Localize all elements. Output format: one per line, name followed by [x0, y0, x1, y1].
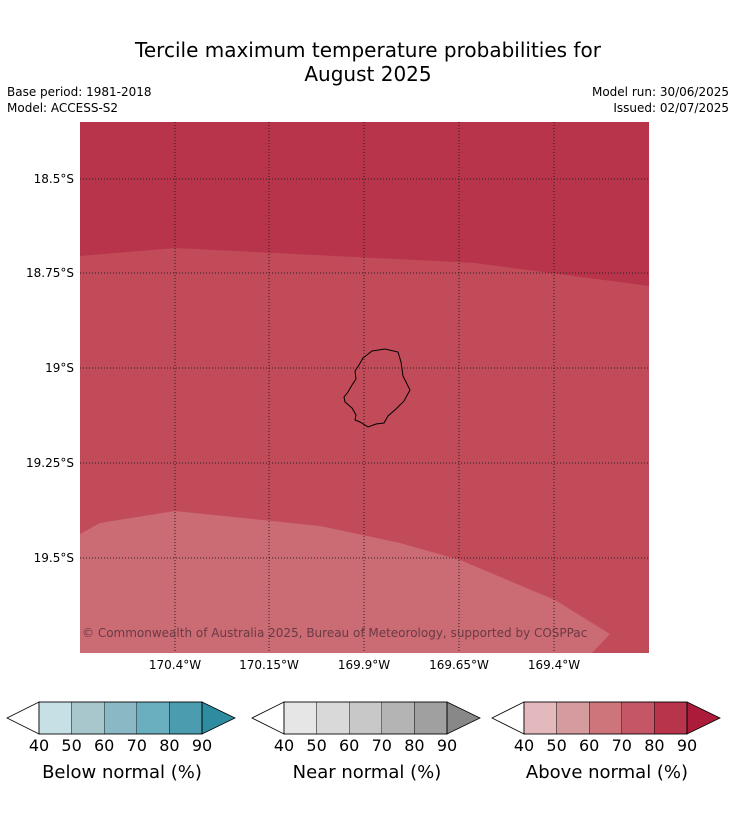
colorbar-tick-label: 70 — [611, 736, 632, 755]
colorbar-segment — [414, 701, 448, 735]
colorbar-segment — [381, 701, 415, 735]
colorbar-outline — [523, 701, 688, 735]
meta-right: Model run: 30/06/2025 Issued: 02/07/2025 — [592, 84, 729, 116]
colorbar-segment — [588, 701, 622, 735]
lat-label: 18.75°S — [26, 266, 74, 280]
colorbar-extend-high — [446, 701, 481, 735]
colorbar-extend-low — [6, 701, 40, 735]
colorbar-segment — [103, 701, 137, 735]
colorbar-tick-label: 40 — [273, 736, 295, 755]
colorbar-segment — [316, 701, 350, 735]
colorbar-segment — [348, 701, 382, 735]
colorbar-tick-label: 60 — [339, 736, 360, 755]
colorbar-above-normal — [491, 701, 721, 735]
colorbar-segment — [38, 701, 72, 735]
colorbar-tick-label: 70 — [126, 736, 147, 755]
colorbar-tick-label: 60 — [94, 736, 115, 755]
colorbar-segment — [654, 701, 688, 735]
map-title: Tercile maximum temperature probabilitie… — [0, 38, 736, 86]
colorbar-label-above: Above normal (%) — [525, 762, 689, 783]
colorbar-outline — [283, 701, 448, 735]
lon-label: 169.9°W — [337, 658, 391, 672]
colorbar-segment — [136, 701, 170, 735]
colorbar-segment — [169, 701, 203, 735]
lon-label: 169.65°W — [429, 658, 489, 672]
title-line-2: August 2025 — [304, 62, 432, 86]
colorbar-below-normal — [6, 701, 236, 735]
title-line-1: Tercile maximum temperature probabilitie… — [135, 38, 601, 62]
lon-label: 169.4°W — [527, 658, 581, 672]
zone-above-70 — [80, 511, 610, 653]
gridlines — [80, 122, 649, 653]
colorbar-segment — [556, 701, 590, 735]
colorbar-extend-high — [201, 701, 236, 735]
colorbar-tick-label: 50 — [306, 736, 327, 755]
colorbar-tick-label: 90 — [191, 736, 213, 755]
colorbar-near-normal — [251, 701, 481, 735]
lon-label: 170.4°W — [148, 658, 202, 672]
niue-island-outline — [343, 348, 411, 428]
colorbar-tick-label: 70 — [371, 736, 392, 755]
lat-label: 19°S — [45, 361, 74, 375]
model-name: Model: ACCESS-S2 — [7, 101, 119, 115]
lat-label: 18.5°S — [33, 172, 74, 186]
lon-label: 170.15°W — [239, 658, 299, 672]
map-panel[interactable] — [0, 0, 736, 700]
colorbar-tick-label: 60 — [579, 736, 600, 755]
lat-label: 19.5°S — [33, 551, 74, 565]
colorbar-tick-label: 80 — [644, 736, 665, 755]
base-period: Base period: 1981-2018 — [7, 85, 152, 99]
colorbar-outline — [38, 701, 203, 735]
colorbar-tick-label: 80 — [404, 736, 425, 755]
lat-label: 19.25°S — [26, 456, 74, 470]
colorbar-segment — [621, 701, 655, 735]
colorbar-tick-label: 40 — [28, 736, 50, 755]
colorbar-segment — [283, 701, 317, 735]
colorbar-tick-label: 50 — [546, 736, 567, 755]
colorbar-tick-label: 90 — [436, 736, 458, 755]
colorbar-label-near: Near normal (%) — [292, 762, 442, 783]
colorbar-tick-label: 40 — [513, 736, 535, 755]
colorbar-tick-label: 80 — [159, 736, 180, 755]
colorbar-label-below: Below normal (%) — [42, 762, 202, 783]
meta-left: Base period: 1981-2018 Model: ACCESS-S2 — [7, 84, 152, 116]
copyright-notice: © Commonwealth of Australia 2025, Bureau… — [82, 626, 588, 640]
model-run: Model run: 30/06/2025 — [591, 85, 729, 99]
colorbar-tick-label: 50 — [61, 736, 82, 755]
colorbar-extend-high — [686, 701, 721, 735]
colorbar-tick-label: 90 — [676, 736, 698, 755]
colorbar-segment — [71, 701, 105, 735]
issued-date: Issued: 02/07/2025 — [613, 101, 729, 115]
colorbar-extend-low — [491, 701, 525, 735]
colorbar-segment — [523, 701, 557, 735]
colorbar-extend-low — [251, 701, 285, 735]
